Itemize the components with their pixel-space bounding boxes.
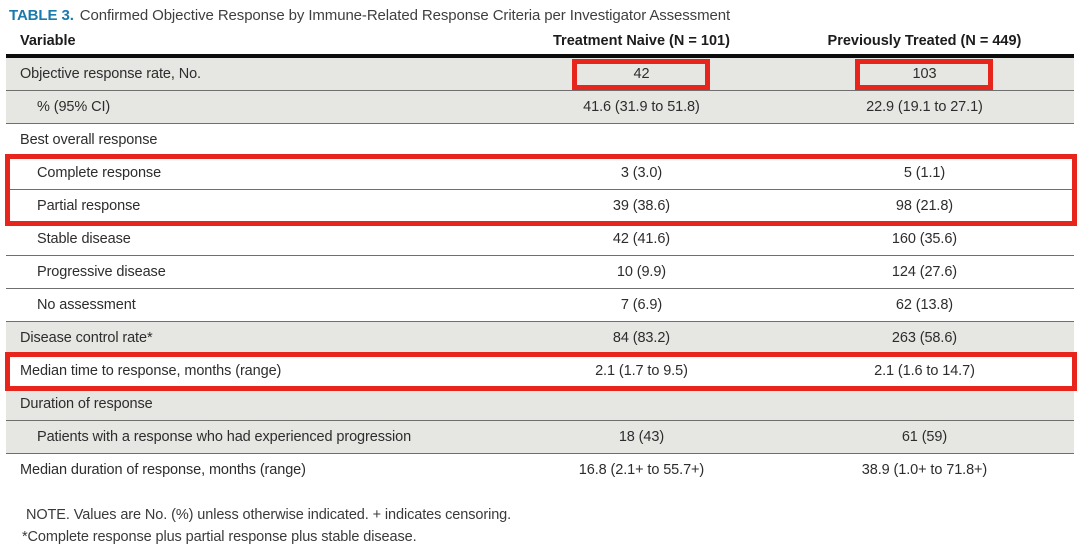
table-row: No assessment 7 (6.9) 62 (13.8) [6,289,1074,322]
data-table: Variable Treatment Naive (N = 101) Previ… [5,29,1077,486]
table-notes: NOTE. Values are No. (%) unless otherwis… [6,504,1076,548]
annotation-box-rows: Complete response 3 (3.0) 5 (1.1) Partia… [5,154,1077,226]
variable-cell: No assessment [37,297,136,313]
table-title: TABLE 3. Confirmed Objective Response by … [6,7,1076,24]
treatment-naive-cell: 42 [508,58,775,90]
variable-cell: Median time to response, months (range) [20,363,282,379]
table-row: Stable disease 42 (41.6) 160 (35.6) [6,223,1074,256]
treatment-naive-cell: 7 (6.9) [620,297,663,313]
treatment-naive-cell: 2.1 (1.7 to 9.5) [595,363,688,379]
treatment-naive-cell: 18 (43) [618,429,665,445]
previously-treated-cell: 103 [775,58,1074,90]
variable-cell: % (95% CI) [37,99,111,115]
annotation-box-rows: Median time to response, months (range) … [5,352,1077,391]
table-row: Best overall response [6,124,1074,157]
table-number-label: TABLE 3. [9,7,74,24]
treatment-naive-cell: 10 (9.9) [616,264,667,280]
table-row: Partial response 39 (38.6) 98 (21.8) [6,190,1074,223]
table-row: Patients with a response who had experie… [6,421,1074,454]
variable-cell: Complete response [37,165,162,181]
previously-treated-cell: 124 (27.6) [891,264,958,280]
column-header-treatment-naive: Treatment Naive (N = 101) [553,33,730,49]
table-body: Objective response rate, No. 42 103 % (9… [5,58,1077,486]
table-row: Progressive disease 10 (9.9) 124 (27.6) [6,256,1074,289]
note-line: NOTE. Values are No. (%) unless otherwis… [26,507,512,523]
previously-treated-cell: 61 (59) [901,429,948,445]
variable-cell: Duration of response [20,396,153,412]
table-row: Objective response rate, No. 42 103 [6,58,1074,91]
variable-cell: Stable disease [37,231,131,247]
previously-treated-cell: 2.1 (1.6 to 14.7) [874,363,975,379]
previously-treated-cell: 22.9 (19.1 to 27.1) [866,99,983,115]
treatment-naive-cell: 84 (83.2) [612,330,671,346]
treatment-naive-cell: 39 (38.6) [612,198,671,214]
table-row: Duration of response [6,388,1074,421]
variable-cell: Median duration of response, months (ran… [20,462,306,478]
treatment-naive-cell: 3 (3.0) [620,165,663,181]
table-row: Disease control rate* 84 (83.2) 263 (58.… [6,322,1074,355]
annotation-box-cell: 103 [855,58,994,90]
annotation-box-cell: 42 [572,58,711,90]
table-row: % (95% CI) 41.6 (31.9 to 51.8) 22.9 (19.… [6,91,1074,124]
table-row: Median time to response, months (range) … [6,355,1074,388]
table-row: Complete response 3 (3.0) 5 (1.1) [6,157,1074,190]
table-header-row: Variable Treatment Naive (N = 101) Previ… [6,29,1074,58]
treatment-naive-cell: 41.6 (31.9 to 51.8) [583,99,700,115]
column-header-previously-treated: Previously Treated (N = 449) [827,33,1022,49]
footnote-line: *Complete response plus partial response… [22,529,417,545]
previously-treated-cell: 62 (13.8) [895,297,954,313]
previously-treated-cell: 263 (58.6) [891,330,958,346]
variable-cell: Objective response rate, No. [20,66,201,82]
variable-cell: Best overall response [20,132,158,148]
previously-treated-cell: 38.9 (1.0+ to 71.8+) [861,462,988,478]
column-header-variable: Variable [20,33,76,49]
previously-treated-cell: 5 (1.1) [903,165,946,181]
previously-treated-cell: 98 (21.8) [895,198,954,214]
variable-cell: Patients with a response who had experie… [37,429,412,445]
variable-cell: Partial response [37,198,141,214]
variable-cell: Disease control rate* [20,330,153,346]
treatment-naive-cell: 16.8 (2.1+ to 55.7+) [578,462,705,478]
treatment-naive-cell: 42 (41.6) [612,231,671,247]
table-title-text: Confirmed Objective Response by Immune-R… [79,7,731,24]
table-row: Median duration of response, months (ran… [6,454,1074,486]
variable-cell: Progressive disease [37,264,166,280]
previously-treated-cell: 160 (35.6) [891,231,958,247]
